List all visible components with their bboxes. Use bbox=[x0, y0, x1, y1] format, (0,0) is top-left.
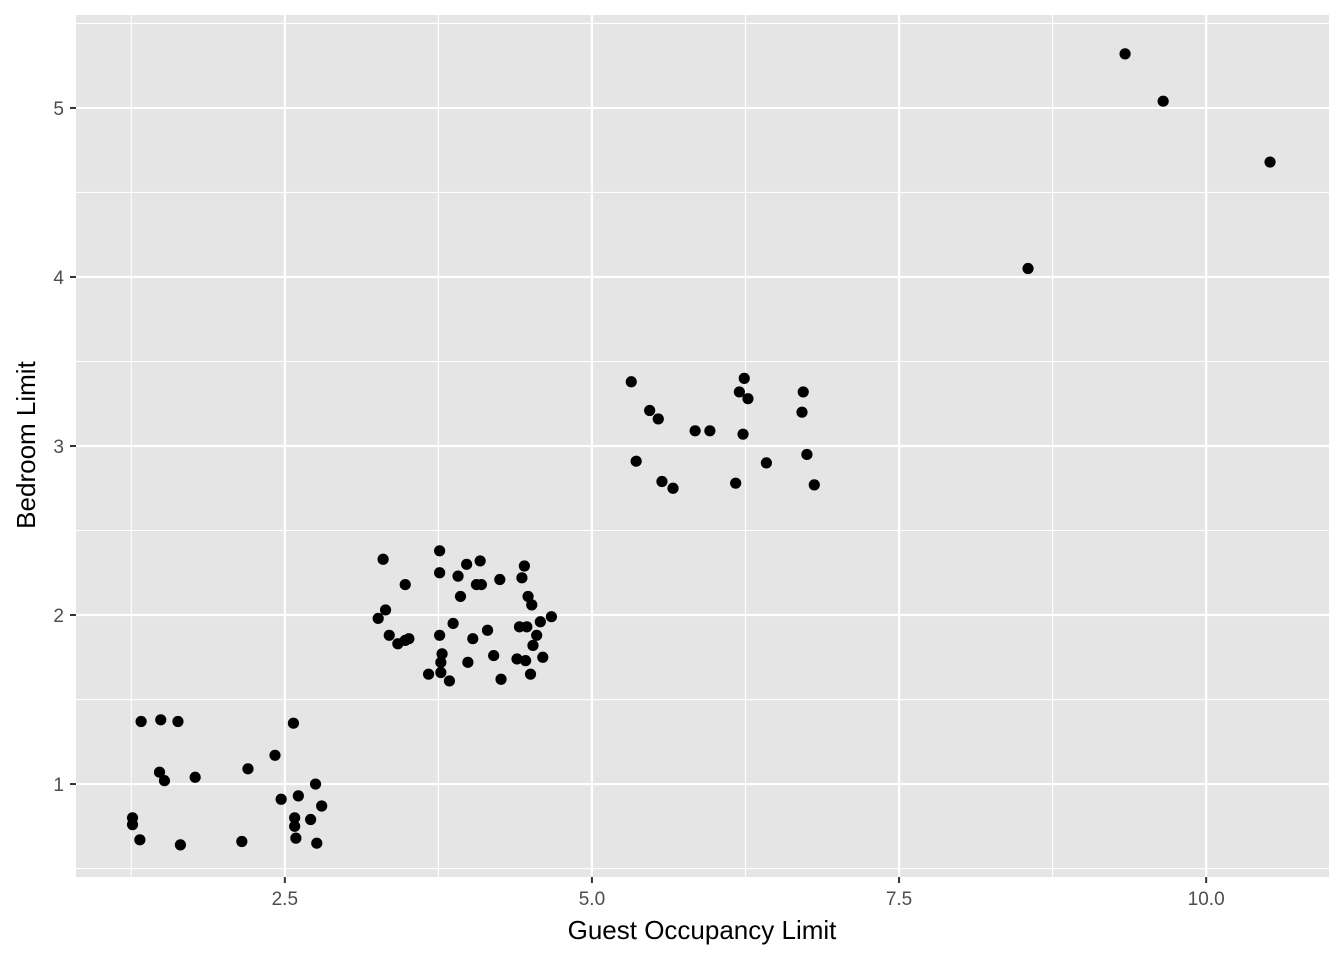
data-point bbox=[1157, 95, 1169, 107]
data-point bbox=[808, 479, 820, 491]
data-point bbox=[760, 457, 772, 469]
data-point bbox=[435, 666, 447, 679]
data-point bbox=[467, 633, 479, 645]
data-point bbox=[730, 477, 742, 489]
data-point bbox=[435, 656, 447, 668]
data-point bbox=[289, 812, 301, 824]
data-point bbox=[309, 778, 322, 790]
data-point bbox=[236, 835, 248, 848]
x-tick-label: 10.0 bbox=[1188, 889, 1225, 910]
data-point bbox=[434, 567, 446, 579]
data-point bbox=[316, 800, 328, 812]
data-point bbox=[153, 766, 166, 778]
data-point bbox=[488, 649, 500, 662]
data-point bbox=[452, 570, 464, 582]
data-point bbox=[1022, 262, 1034, 275]
data-point bbox=[495, 673, 507, 685]
x-axis-title: Guest Occupancy Limit bbox=[568, 915, 838, 945]
x-axis: 2.5 5.0 7.5 10.0 bbox=[272, 877, 1225, 910]
data-point bbox=[534, 616, 546, 628]
data-point bbox=[527, 639, 539, 652]
y-axis: 1 2 3 4 5 bbox=[53, 99, 76, 796]
data-point bbox=[289, 820, 301, 832]
data-point bbox=[275, 793, 287, 805]
data-point bbox=[155, 714, 167, 726]
data-point bbox=[652, 413, 664, 425]
data-point bbox=[524, 668, 537, 680]
data-point bbox=[521, 621, 533, 633]
data-point bbox=[372, 612, 384, 625]
data-point bbox=[481, 624, 494, 636]
data-point bbox=[403, 633, 415, 645]
x-tick-label: 5.0 bbox=[579, 889, 605, 910]
data-point bbox=[399, 578, 411, 591]
data-point bbox=[305, 813, 317, 826]
data-point bbox=[644, 404, 656, 417]
data-point bbox=[454, 590, 467, 603]
y-tick-label: 2 bbox=[53, 606, 64, 627]
data-point bbox=[494, 573, 506, 586]
data-point bbox=[292, 790, 304, 802]
data-point bbox=[269, 749, 281, 761]
data-point bbox=[436, 648, 448, 660]
major-gridlines bbox=[76, 15, 1329, 877]
data-point bbox=[738, 372, 750, 384]
y-tick-label: 3 bbox=[53, 437, 64, 458]
data-point bbox=[158, 775, 171, 787]
data-points bbox=[126, 48, 1276, 851]
data-point bbox=[742, 393, 754, 405]
data-point bbox=[422, 668, 435, 680]
data-point bbox=[290, 832, 302, 844]
data-point bbox=[287, 717, 300, 729]
data-point bbox=[531, 629, 543, 641]
data-point bbox=[461, 558, 473, 570]
data-point bbox=[516, 572, 528, 584]
y-tick-label: 5 bbox=[53, 99, 64, 120]
data-point bbox=[704, 425, 716, 437]
data-point bbox=[377, 553, 389, 565]
y-axis-title: Bedroom Limit bbox=[11, 360, 41, 528]
data-point bbox=[475, 578, 487, 591]
data-point bbox=[434, 545, 446, 557]
data-point bbox=[379, 604, 392, 616]
data-point bbox=[383, 629, 395, 641]
data-point bbox=[625, 376, 637, 388]
data-point bbox=[737, 428, 749, 440]
data-point bbox=[1264, 156, 1276, 168]
data-point bbox=[667, 482, 679, 494]
data-point bbox=[511, 653, 523, 665]
data-point bbox=[447, 617, 459, 630]
data-point bbox=[537, 651, 549, 663]
data-point bbox=[656, 475, 668, 488]
y-tick-label: 1 bbox=[53, 775, 64, 796]
data-point bbox=[462, 656, 474, 668]
data-point bbox=[311, 837, 323, 849]
data-point bbox=[242, 763, 254, 775]
data-point bbox=[520, 655, 532, 667]
data-point bbox=[518, 560, 530, 572]
data-point bbox=[474, 555, 486, 567]
data-point bbox=[733, 386, 745, 398]
data-point bbox=[443, 675, 456, 687]
data-point bbox=[526, 599, 538, 611]
data-point bbox=[689, 425, 701, 437]
data-point bbox=[545, 611, 558, 623]
data-point bbox=[126, 819, 139, 831]
data-point bbox=[796, 406, 808, 418]
data-point bbox=[522, 590, 534, 603]
data-point bbox=[135, 715, 147, 728]
data-point bbox=[134, 834, 146, 846]
data-point bbox=[172, 715, 184, 728]
x-tick-label: 2.5 bbox=[272, 889, 298, 910]
data-point bbox=[797, 386, 809, 398]
x-tick-label: 7.5 bbox=[886, 889, 912, 910]
data-point bbox=[630, 455, 642, 467]
data-point bbox=[801, 448, 813, 461]
data-point bbox=[174, 839, 187, 851]
data-point bbox=[189, 771, 201, 783]
y-tick-label: 4 bbox=[53, 268, 64, 289]
data-point bbox=[434, 629, 446, 641]
data-point bbox=[1119, 48, 1131, 60]
